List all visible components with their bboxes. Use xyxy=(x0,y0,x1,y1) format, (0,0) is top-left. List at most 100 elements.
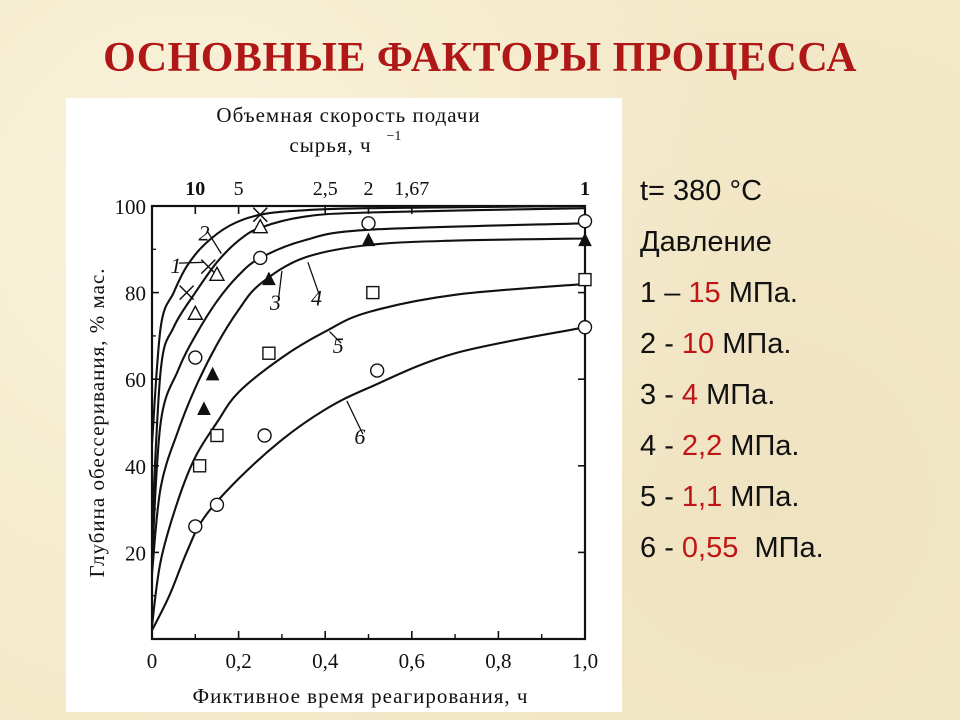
series-2-line xyxy=(150,207,586,531)
x-tick-label: 0,2 xyxy=(225,649,251,673)
ticks-layer: 0 0,2 0,4 0,6 0,8 1,0 20 40 60 80 100 10 5 2,5 2 1,67 1 xyxy=(115,178,599,673)
legend-box: t= 380 °C Давление 1 – 15 МПа. 2 - 10 МПа… xyxy=(640,166,950,574)
top-tick-label: 10 xyxy=(185,178,205,200)
legend-number: 5 xyxy=(640,481,657,513)
legend-unit: МПа. xyxy=(698,379,776,411)
series-6-point xyxy=(369,363,385,378)
legend-separator: - xyxy=(656,328,682,360)
legend-separator: - xyxy=(656,379,682,411)
series-5-point xyxy=(366,285,380,300)
series-4-line xyxy=(150,237,586,575)
legend-number: 1 xyxy=(640,277,657,309)
curve-leader-2 xyxy=(206,230,222,254)
legend-unit: МПа. xyxy=(714,328,792,360)
legend-separator: – xyxy=(656,277,689,309)
series-4-point xyxy=(262,271,276,286)
curve-leader-3 xyxy=(277,270,283,300)
series-4-point xyxy=(361,232,376,247)
y-axis-title: Глубина обессеривания, % мас. xyxy=(85,267,109,577)
x-tick-label: 1,0 xyxy=(572,649,598,673)
series-4-point xyxy=(578,232,592,247)
slide-title: ОСНОВНЫЕ ФАКТОРЫ ПРОЦЕССА xyxy=(103,35,857,81)
top-axis-title-line1: Объемная скорость подачи xyxy=(216,103,480,127)
x-axis-title: Фиктивное время реагирования, ч xyxy=(193,684,529,708)
x-tick-label: 0,4 xyxy=(312,649,339,673)
top-axis-title-line2: сырья, ч xyxy=(289,133,371,157)
top-tick-label: 1,67 xyxy=(394,178,429,200)
series-3-point xyxy=(188,350,203,365)
series-2-point xyxy=(187,304,204,320)
top-tick-label: 1 xyxy=(580,178,590,200)
series-6-point xyxy=(209,497,225,512)
chart-panel: 0 0,2 0,4 0,6 0,8 1,0 20 40 60 80 100 10 5 2,5 2 1,67 1 … xyxy=(66,98,622,712)
legend-unit: МПа. xyxy=(738,532,824,564)
series-1-point xyxy=(252,207,268,223)
legend-items: 1 – 15 МПа. 2 - 10 МПа. 3 - 4 МПа. 4 - 2,2 … xyxy=(640,268,950,574)
legend-number: 4 xyxy=(640,430,657,462)
curve-label-4: 4 xyxy=(311,286,322,311)
legend-pressure-value: 0,55 xyxy=(681,532,739,564)
legend-number: 6 xyxy=(640,532,657,564)
y-tick-label: 40 xyxy=(125,455,146,479)
curve-leader-6 xyxy=(346,400,364,435)
series-5-point xyxy=(262,346,276,360)
legend-separator: - xyxy=(656,532,682,564)
markers-layer xyxy=(179,207,593,534)
x-tick-label: 0,8 xyxy=(485,649,511,673)
curve-leader-1 xyxy=(178,261,204,264)
temperature-label: t= 380 °C xyxy=(640,175,763,207)
curve-label-5: 5 xyxy=(333,333,344,358)
series-5-line xyxy=(150,282,586,627)
legend-pressure-value: 2,2 xyxy=(681,430,723,462)
series-3-point xyxy=(253,250,268,266)
series-5-point xyxy=(192,459,207,473)
legend-separator: - xyxy=(656,430,682,462)
top-tick-label: 2 xyxy=(364,178,374,200)
x-tick-label: 0,6 xyxy=(399,649,425,673)
legend-item-1: 1 – 15 МПа. xyxy=(640,268,950,319)
legend-number: 3 xyxy=(640,379,657,411)
legend-pressure-value: 1,1 xyxy=(681,481,723,513)
series-4-point xyxy=(197,401,211,416)
series-2-point xyxy=(208,265,226,281)
top-tick-label: 5 xyxy=(234,178,244,200)
series-6-point xyxy=(257,428,272,443)
curves-layer xyxy=(150,204,586,631)
series-6-line xyxy=(151,326,586,631)
legend-item-5: 5 - 1,1 МПа. xyxy=(640,472,950,523)
legend-unit: МПа. xyxy=(722,430,800,462)
legend-item-3: 3 - 4 МПа. xyxy=(640,370,950,421)
series-5-point xyxy=(210,428,224,443)
curve-label-2: 2 xyxy=(198,221,209,246)
curve-leader-4 xyxy=(307,262,321,296)
legend-pressure-value: 10 xyxy=(681,328,715,360)
series-6-point xyxy=(577,320,593,335)
legend-pressure-value: 15 xyxy=(688,277,721,309)
series-5-point xyxy=(578,272,592,287)
top-tick-label: 2,5 xyxy=(313,178,338,200)
y-tick-label: 20 xyxy=(125,541,146,565)
curve-label-6: 6 xyxy=(354,424,365,449)
y-tick-label: 100 xyxy=(115,195,147,219)
legend-item-2: 2 - 10 МПа. xyxy=(640,319,950,370)
legend-number: 2 xyxy=(640,328,657,360)
series-1-point xyxy=(179,285,195,301)
legend-unit: МПа. xyxy=(720,277,798,309)
legend-separator: - xyxy=(656,481,682,513)
curve-label-1: 1 xyxy=(170,253,181,278)
labels-layer: Фиктивное время реагирования, ч Глубина о… xyxy=(85,103,529,708)
pressure-heading: Давление xyxy=(640,226,772,258)
series-3-point xyxy=(577,213,593,229)
y-tick-label: 60 xyxy=(125,368,146,392)
x-tick-label: 0 xyxy=(147,649,158,673)
series-2-point xyxy=(252,218,269,234)
legend-item-4: 4 - 2,2 МПа. xyxy=(640,421,950,472)
top-axis-title-sup: −1 xyxy=(387,129,402,144)
legend-item-6: 6 - 0,55 МПа. xyxy=(640,523,950,574)
legend-unit: МПа. xyxy=(722,481,800,513)
curve-label-3: 3 xyxy=(269,290,281,315)
series-1-line xyxy=(150,204,586,445)
legend-pressure-value: 4 xyxy=(681,379,699,411)
series-4-point xyxy=(205,366,220,381)
